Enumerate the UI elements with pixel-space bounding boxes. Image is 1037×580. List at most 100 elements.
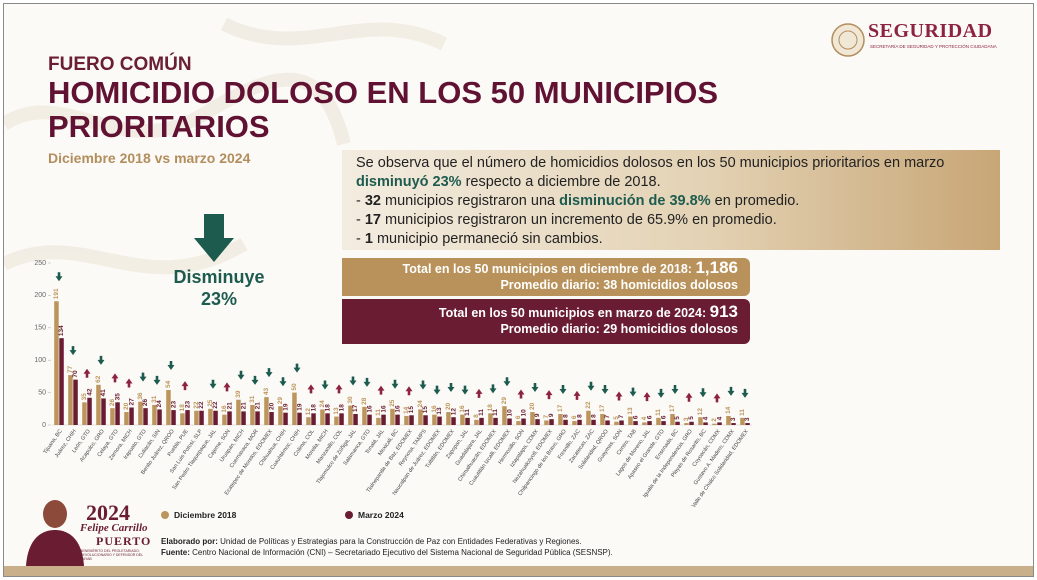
value-label: 31 xyxy=(151,395,158,403)
value-label: 21 xyxy=(226,402,233,410)
increase-arrow xyxy=(125,378,133,388)
value-label: 29 xyxy=(277,397,284,405)
bar xyxy=(264,397,269,425)
bar xyxy=(54,301,59,425)
bar xyxy=(381,414,386,425)
bar xyxy=(437,416,442,425)
bar xyxy=(278,406,283,425)
value-label: 11 xyxy=(375,409,382,416)
highlight: 32 xyxy=(364,193,381,209)
value-label: 12 xyxy=(305,408,312,416)
decrease-arrow xyxy=(531,383,539,393)
value-label: 8 xyxy=(473,414,480,418)
value-label: 6 xyxy=(571,415,578,419)
value-label: 50 xyxy=(291,383,298,391)
value-label: 22 xyxy=(193,401,200,409)
value-label: 18 xyxy=(487,404,494,412)
summary-bullet: - 17 municipios registraron un increment… xyxy=(356,211,1000,230)
bar xyxy=(208,408,213,425)
footer-line: Elaborado por: Unidad de Políticas y Est… xyxy=(161,536,613,547)
bar xyxy=(213,410,218,425)
bar xyxy=(68,375,73,425)
highlight: disminución de 39.8% xyxy=(559,193,711,209)
increase-arrow xyxy=(713,393,721,403)
decrease-arrow xyxy=(363,377,371,387)
decrease-arrow xyxy=(97,355,105,365)
text: - xyxy=(356,212,365,228)
value-label: 17 xyxy=(352,404,359,412)
value-label: 10 xyxy=(506,409,513,417)
decrease-arrow xyxy=(671,384,679,394)
y-tick-label: 250 xyxy=(34,260,46,267)
total-box: Total en los 50 municipios en marzo de 2… xyxy=(342,299,750,344)
decrease-arrow xyxy=(293,363,301,373)
bar xyxy=(684,423,689,425)
decrease-arrow xyxy=(727,386,735,396)
value-label: 18 xyxy=(324,404,331,412)
bar xyxy=(535,419,540,425)
increase-arrow xyxy=(181,381,189,391)
decrease-arrow xyxy=(741,388,749,398)
value-label: 18 xyxy=(338,404,345,412)
bar xyxy=(493,417,498,425)
value-label: 13 xyxy=(627,407,634,415)
logo-name: Felipe Carrillo xyxy=(80,522,148,534)
bar xyxy=(115,402,120,425)
bar xyxy=(166,390,171,425)
value-label: 24 xyxy=(417,400,424,408)
value-label: 20 xyxy=(529,402,536,410)
bar xyxy=(255,411,260,425)
total-line: Total en los 50 municipios en diciembre … xyxy=(342,259,738,277)
value-label: 77 xyxy=(67,365,74,373)
bar xyxy=(605,420,610,425)
bar xyxy=(138,401,143,425)
value-label: 11 xyxy=(492,409,499,416)
bar xyxy=(586,410,591,425)
bar xyxy=(740,417,745,425)
value-label: 6 xyxy=(646,415,653,419)
bar xyxy=(563,419,568,425)
value-label: 12 xyxy=(697,408,704,416)
value-label: 20 xyxy=(445,402,452,410)
kicker: FUERO COMÚN xyxy=(48,54,192,75)
bar xyxy=(199,410,204,425)
bar xyxy=(675,421,680,425)
bar xyxy=(507,418,512,425)
value-label: 42 xyxy=(86,388,93,396)
bar xyxy=(600,413,605,425)
text: - xyxy=(356,193,365,209)
bar xyxy=(642,422,647,425)
value-label: 36 xyxy=(137,392,144,400)
bar xyxy=(292,392,297,425)
bar xyxy=(59,338,64,425)
bar xyxy=(474,419,479,425)
footer-label: Elaborado por: xyxy=(161,537,218,546)
bar xyxy=(241,411,246,425)
value-label: 9 xyxy=(534,413,541,417)
value-label: 39 xyxy=(235,390,242,398)
value-label: 23 xyxy=(184,400,191,408)
value-label: 4 xyxy=(641,416,648,420)
bar xyxy=(395,414,400,425)
bar xyxy=(222,414,227,425)
total-label: Total en los 50 municipios en diciembre … xyxy=(402,262,692,276)
decrease-arrow xyxy=(503,377,511,387)
increase-arrow xyxy=(517,389,525,399)
value-label: 43 xyxy=(263,388,270,396)
bar xyxy=(703,422,708,425)
bar xyxy=(362,406,367,425)
decrease-arrow xyxy=(209,379,217,389)
bar xyxy=(353,413,358,425)
value-label: 16 xyxy=(221,405,228,413)
footer-label: Fuente: xyxy=(161,548,190,557)
increase-arrow xyxy=(307,384,315,394)
daily-average: Promedio diario: 29 homicidios dolosos xyxy=(500,322,738,336)
bar xyxy=(544,420,549,425)
y-tick-label: 200 xyxy=(34,292,46,299)
bar xyxy=(124,412,129,425)
bar xyxy=(633,421,638,425)
highlight: 17 xyxy=(364,212,381,228)
bar xyxy=(110,408,115,425)
value-label: 4 xyxy=(702,416,709,420)
decrease-arrow xyxy=(447,383,455,393)
